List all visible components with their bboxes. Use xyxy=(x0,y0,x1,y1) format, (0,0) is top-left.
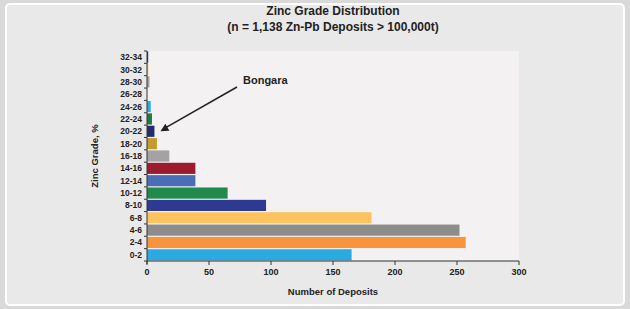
y-tick-label: 14-16 xyxy=(120,163,142,173)
y-tick xyxy=(144,88,147,89)
bar xyxy=(147,126,154,137)
x-tick xyxy=(457,261,458,265)
y-tick xyxy=(144,125,147,126)
y-tick xyxy=(144,199,147,200)
chart: Zinc Grade Distribution (n = 1,138 Zn-Pb … xyxy=(0,0,630,309)
x-axis xyxy=(144,261,519,262)
y-tick-label: 30-32 xyxy=(120,65,142,75)
y-tick xyxy=(144,149,147,150)
y-tick-label: 4-6 xyxy=(130,225,143,235)
y-tick-label: 12-14 xyxy=(120,176,142,186)
bar xyxy=(147,200,266,211)
y-axis-label: Zinc Grade, % xyxy=(89,124,100,188)
y-tick-label: 32-34 xyxy=(120,52,142,62)
x-tick xyxy=(209,261,210,265)
bar xyxy=(147,138,157,149)
x-tick xyxy=(519,261,520,265)
x-tick xyxy=(271,261,272,265)
bar xyxy=(147,101,151,112)
y-tick-label: 16-18 xyxy=(120,151,142,161)
bar xyxy=(147,187,228,198)
y-tick xyxy=(144,236,147,237)
annotation-arrowhead xyxy=(160,124,169,131)
y-tick xyxy=(144,186,147,187)
x-tick-label: 250 xyxy=(449,267,464,277)
y-tick-label: 2-4 xyxy=(130,237,143,247)
bar xyxy=(147,237,466,248)
title: Zinc Grade Distribution xyxy=(266,4,399,18)
x-tick-label: 100 xyxy=(263,267,278,277)
bar xyxy=(147,175,195,186)
x-tick-label: 50 xyxy=(204,267,214,277)
y-tick-label: 6-8 xyxy=(130,213,143,223)
subtitle: (n = 1,138 Zn-Pb Deposits > 100,000t) xyxy=(227,20,438,34)
y-tick-label: 10-12 xyxy=(120,188,142,198)
y-tick xyxy=(144,112,147,113)
x-tick-label: 200 xyxy=(387,267,402,277)
frame xyxy=(6,4,624,305)
y-tick xyxy=(144,162,147,163)
bar xyxy=(147,225,459,236)
x-tick-label: 150 xyxy=(325,267,340,277)
y-tick-label: 22-24 xyxy=(120,114,142,124)
x-tick xyxy=(395,261,396,265)
y-axis xyxy=(147,51,148,264)
x-tick-label: 300 xyxy=(511,267,526,277)
plot-area xyxy=(147,51,519,261)
y-tick-label: 28-30 xyxy=(120,77,142,87)
y-tick-label: 26-28 xyxy=(120,89,142,99)
y-tick-label: 20-22 xyxy=(120,126,142,136)
y-tick xyxy=(144,75,147,76)
x-tick xyxy=(333,261,334,265)
annotation: Bongara xyxy=(243,74,289,86)
annotation-arrow xyxy=(164,87,237,128)
bar xyxy=(147,249,352,260)
bar xyxy=(147,113,152,124)
x-axis-label: Number of Deposits xyxy=(288,286,378,297)
y-tick-label: 0-2 xyxy=(130,250,143,260)
y-tick xyxy=(144,211,147,212)
y-tick xyxy=(144,248,147,249)
y-tick-label: 8-10 xyxy=(125,200,142,210)
bars xyxy=(147,52,466,261)
y-tick xyxy=(144,100,147,101)
x-tick xyxy=(147,261,148,265)
bar xyxy=(147,150,169,161)
bar xyxy=(147,163,195,174)
y-tick xyxy=(144,223,147,224)
y-tick xyxy=(144,63,147,64)
x-tick-label: 0 xyxy=(144,267,149,277)
y-tick-label: 24-26 xyxy=(120,102,142,112)
bar xyxy=(147,212,371,223)
y-tick xyxy=(144,174,147,175)
y-tick xyxy=(144,137,147,138)
y-tick xyxy=(144,51,147,52)
y-tick-label: 18-20 xyxy=(120,139,142,149)
